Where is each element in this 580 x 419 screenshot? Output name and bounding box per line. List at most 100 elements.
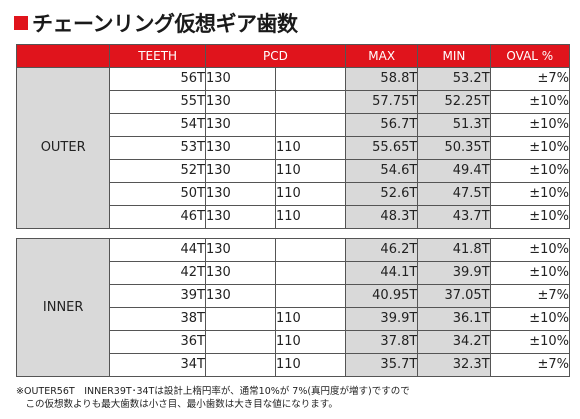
min-cell: 39.9T [417,261,491,285]
table-row: OUTER 56T 130 58.8T 53.2T ±7% [15,67,571,229]
outer-group-label: OUTER [15,67,111,229]
oval-cell: ±10% [489,307,571,331]
pcd1-cell: 130 [204,159,276,183]
oval-cell: ±10% [489,182,571,206]
table-row: 50T 130 110 52.6T 47.5T ±10% [17,182,571,206]
min-cell: 50.35T [417,136,491,160]
teeth-cell: 46T [109,205,206,229]
oval-cell: ±7% [489,353,571,377]
max-cell: 58.8T [344,67,419,91]
red-square-icon [14,16,28,30]
min-cell: 34.2T [417,330,491,354]
oval-cell: ±10% [489,90,571,114]
max-cell: 44.1T [344,261,419,285]
max-cell: 37.8T [344,330,419,354]
table-row: 46T 130 110 48.3T 43.7T ±10% [17,205,571,229]
min-cell: 49.4T [417,159,491,183]
pcd1-cell: 130 [204,182,276,206]
min-cell: 52.25T [417,90,491,114]
oval-cell: ±10% [489,136,571,160]
teeth-cell: 54T [109,113,206,137]
table-row: 55T 130 57.75T 52.25T ±10% [17,90,571,114]
pcd2-cell [274,284,346,308]
max-cell: 57.75T [344,90,419,114]
max-cell: 39.9T [344,307,419,331]
teeth-cell: 39T [109,284,206,308]
pcd1-cell [204,307,276,331]
min-cell: 51.3T [417,113,491,137]
pcd2-cell: 110 [274,330,346,354]
pcd1-cell: 130 [204,261,276,285]
min-cell: 47.5T [417,182,491,206]
min-cell: 36.1T [417,307,491,331]
pcd2-cell [274,238,346,262]
max-cell: 46.2T [344,238,419,262]
pcd2-cell [274,90,346,114]
header-teeth: TEETH [109,44,206,68]
pcd1-cell [204,353,276,377]
header-blank-cell [15,44,111,68]
oval-cell: ±10% [489,159,571,183]
footnote: ※OUTER56T INNER39T･34Tは設計上楕円率が、通常10%が 7%… [16,385,410,411]
teeth-cell: 53T [109,136,206,160]
oval-cell: ±10% [489,330,571,354]
pcd1-cell: 130 [204,238,276,262]
teeth-cell: 34T [109,353,206,377]
teeth-cell: 44T [109,238,206,262]
footnote-line-1: ※OUTER56T INNER39T･34Tは設計上楕円率が、通常10%が 7%… [16,386,410,397]
teeth-cell: 38T [109,307,206,331]
min-cell: 43.7T [417,205,491,229]
pcd1-cell: 130 [204,136,276,160]
pcd1-cell: 130 [204,284,276,308]
max-cell: 35.7T [344,353,419,377]
oval-cell: ±7% [489,284,571,308]
pcd1-cell: 130 [204,90,276,114]
min-cell: 37.05T [417,284,491,308]
inner-table: INNER 44T 130 46.2T 41.8T ±10% 42T 130 44.1T 39.9… [15,238,571,377]
pcd1-cell: 130 [204,205,276,229]
table-row: INNER 44T 130 46.2T 41.8T ±10% [15,238,571,377]
teeth-cell: 52T [109,159,206,183]
teeth-cell: 50T [109,182,206,206]
header-oval: OVAL % [489,44,571,68]
inner-body: INNER 44T 130 46.2T 41.8T ±10% 42T 130 44.1T 39.9… [15,238,571,377]
pcd1-cell: 130 [204,113,276,137]
oval-cell: ±10% [489,205,571,229]
footnote-line-2: この仮想数よりも最大歯数は小さ目、最小歯数は大き目な値になります。 [16,399,338,410]
max-cell: 52.6T [344,182,419,206]
pcd2-cell: 110 [274,205,346,229]
max-cell: 48.3T [344,205,419,229]
table-row: 39T 130 40.95T 37.05T ±7% [17,284,571,308]
table-row: 34T 110 35.7T 32.3T ±7% [17,353,571,377]
min-cell: 32.3T [417,353,491,377]
pcd2-cell: 110 [274,159,346,183]
pcd2-cell [274,67,346,91]
pcd2-cell: 110 [274,136,346,160]
pcd2-cell: 110 [274,182,346,206]
pcd2-cell [274,113,346,137]
max-cell: 40.95T [344,284,419,308]
max-cell: 55.65T [344,136,419,160]
table-row: 52T 130 110 54.6T 49.4T ±10% [17,159,571,183]
max-cell: 56.7T [344,113,419,137]
oval-cell: ±7% [489,67,571,91]
oval-cell: ±10% [489,238,571,262]
pcd1-cell [204,330,276,354]
min-cell: 41.8T [417,238,491,262]
pcd2-cell: 110 [274,353,346,377]
teeth-cell: 36T [109,330,206,354]
page-title-text: チェーンリング仮想ギア歯数 [32,12,298,36]
min-cell: 53.2T [417,67,491,91]
table-row: 53T 130 110 55.65T 50.35T ±10% [17,136,571,160]
pcd1-cell: 130 [204,67,276,91]
table-row: 42T 130 44.1T 39.9T ±10% [17,261,571,285]
pcd2-cell [274,261,346,285]
oval-cell: ±10% [489,113,571,137]
header-min: MIN [417,44,491,68]
max-cell: 54.6T [344,159,419,183]
inner-group-label: INNER [15,238,111,377]
teeth-cell: 42T [109,261,206,285]
page-title: チェーンリング仮想ギア歯数 [14,6,298,40]
header-pcd: PCD [204,44,346,68]
teeth-cell: 56T [109,67,206,91]
